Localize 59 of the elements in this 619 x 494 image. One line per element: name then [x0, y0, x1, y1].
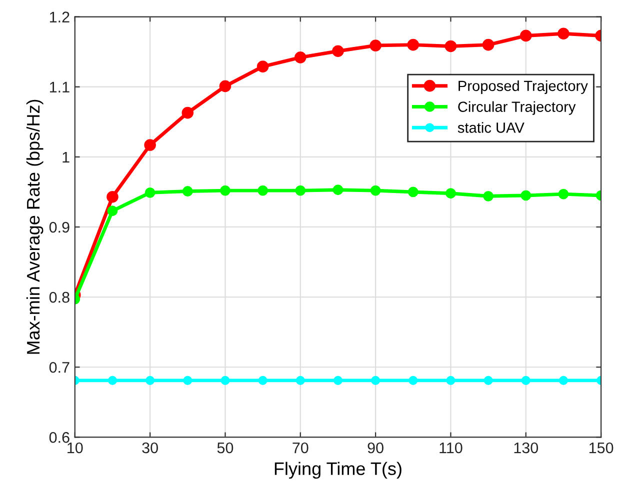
x-axis-title: Flying Time T(s)	[274, 462, 402, 479]
point	[219, 80, 232, 92]
x-tick-label: 30	[142, 442, 158, 454]
point	[294, 52, 306, 64]
point	[144, 187, 156, 198]
point	[146, 376, 155, 385]
point	[370, 185, 381, 196]
point	[296, 376, 305, 385]
point	[407, 38, 420, 51]
y-tick-label: 1	[62, 152, 70, 162]
point	[408, 376, 418, 385]
legend-label: Circular Trajectory	[458, 101, 576, 115]
point	[107, 206, 118, 216]
point	[256, 60, 269, 72]
point	[482, 38, 494, 51]
point	[484, 376, 493, 385]
point	[106, 190, 118, 203]
point	[520, 30, 532, 42]
x-tick-label: 70	[292, 442, 308, 454]
point	[182, 186, 193, 196]
point	[371, 376, 380, 385]
point	[220, 185, 230, 196]
point	[483, 190, 494, 202]
point	[558, 188, 569, 200]
point	[183, 376, 192, 385]
y-tick-label: 0.8	[49, 292, 70, 303]
point	[446, 376, 456, 385]
y-axis-title: Max-min Average Rate (bps/Hz)	[26, 100, 44, 354]
point	[295, 185, 306, 196]
legend-label: Proposed Trajectory	[458, 80, 588, 94]
x-tick-label: 110	[440, 442, 462, 454]
point	[332, 184, 344, 196]
point	[182, 106, 194, 119]
y-tick-label: 1.2	[50, 12, 70, 22]
point	[258, 185, 268, 196]
y-tick-label: 0.9	[49, 222, 70, 233]
point	[332, 45, 344, 58]
point	[333, 376, 342, 385]
point	[408, 186, 418, 198]
point	[370, 40, 382, 52]
point	[444, 40, 457, 52]
point	[520, 190, 532, 201]
point	[108, 376, 117, 385]
y-tick-label: 0.7	[49, 362, 70, 373]
y-tick-label: 1.1	[50, 82, 70, 92]
point	[220, 376, 230, 385]
legend-label: static UAV	[458, 122, 524, 133]
x-tick-label: 90	[368, 442, 384, 454]
point	[144, 139, 156, 151]
x-tick-label: 130	[514, 442, 538, 454]
y-tick-label: 0.6	[49, 432, 70, 443]
x-tick-label: 150	[589, 442, 614, 454]
point	[446, 188, 456, 199]
point	[521, 376, 530, 385]
point	[558, 28, 570, 40]
x-tick-label: 50	[217, 442, 234, 454]
point	[258, 376, 268, 385]
point	[558, 376, 568, 385]
x-tick-label: 10	[68, 442, 83, 454]
